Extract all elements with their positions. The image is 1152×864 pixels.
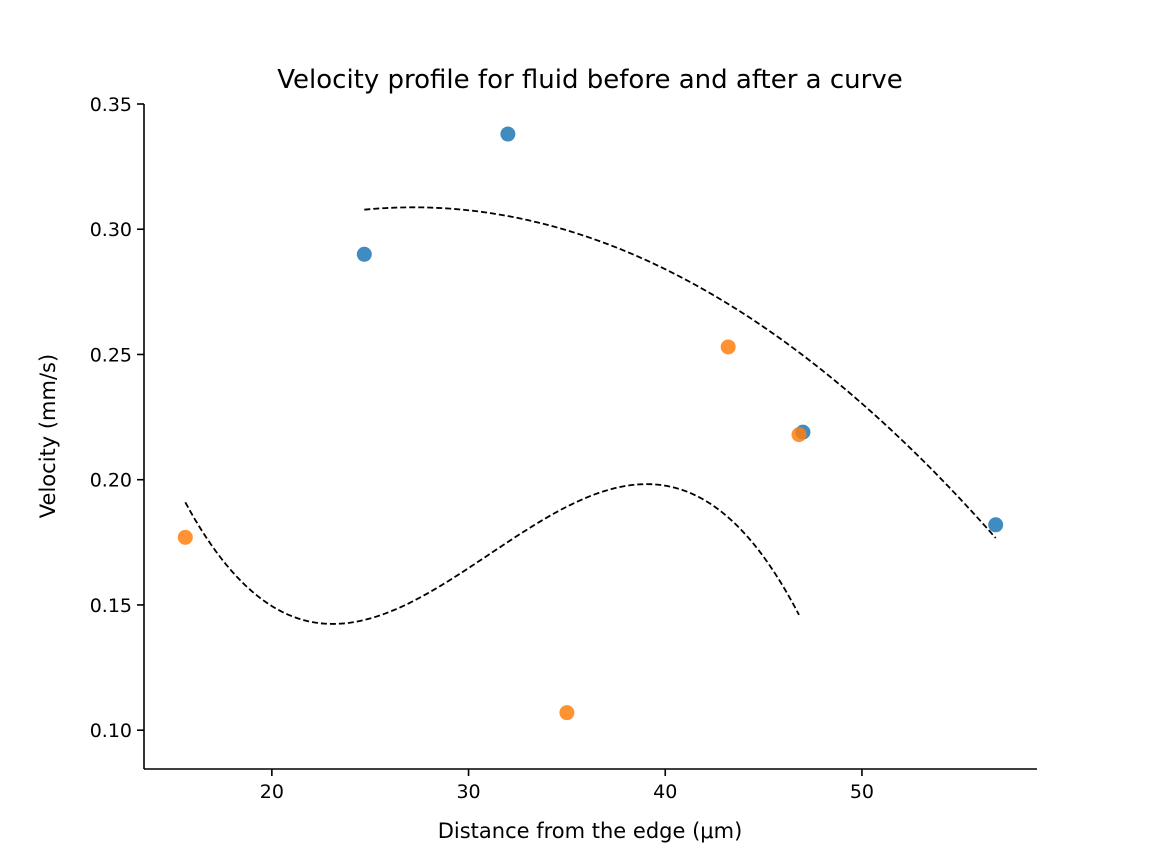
y-tick-label: 0.25 [90,344,132,366]
data-point-series-1 [500,126,516,142]
y-tick-label: 0.15 [90,595,132,617]
plot-area [177,126,1004,721]
data-point-series-2 [720,339,736,355]
data-point-series-1 [988,517,1004,533]
data-point-series-2 [177,529,193,545]
data-point-series-1 [356,246,372,262]
x-tick-label: 20 [260,781,284,803]
y-tick-label: 0.20 [90,470,132,492]
fit-curve-2 [184,483,800,625]
y-tick-label: 0.35 [90,94,132,116]
x-axis-label: Distance from the edge (μm) [438,819,743,843]
y-axis-ticks: 0.10 0.15 0.20 0.25 0.30 0.35 [90,94,144,742]
y-tick-label: 0.30 [90,219,132,241]
data-point-series-2 [559,705,575,721]
fit-curve-1 [364,206,997,539]
data-point-series-2 [791,427,807,443]
chart-title: Velocity profile for fluid before and af… [277,65,902,95]
x-tick-label: 30 [456,781,480,803]
y-axis-label: Velocity (mm/s) [36,354,60,518]
x-tick-label: 50 [850,781,874,803]
x-axis-ticks: 20 30 40 50 [260,769,874,803]
x-tick-label: 40 [653,781,677,803]
y-tick-label: 0.10 [90,720,132,742]
